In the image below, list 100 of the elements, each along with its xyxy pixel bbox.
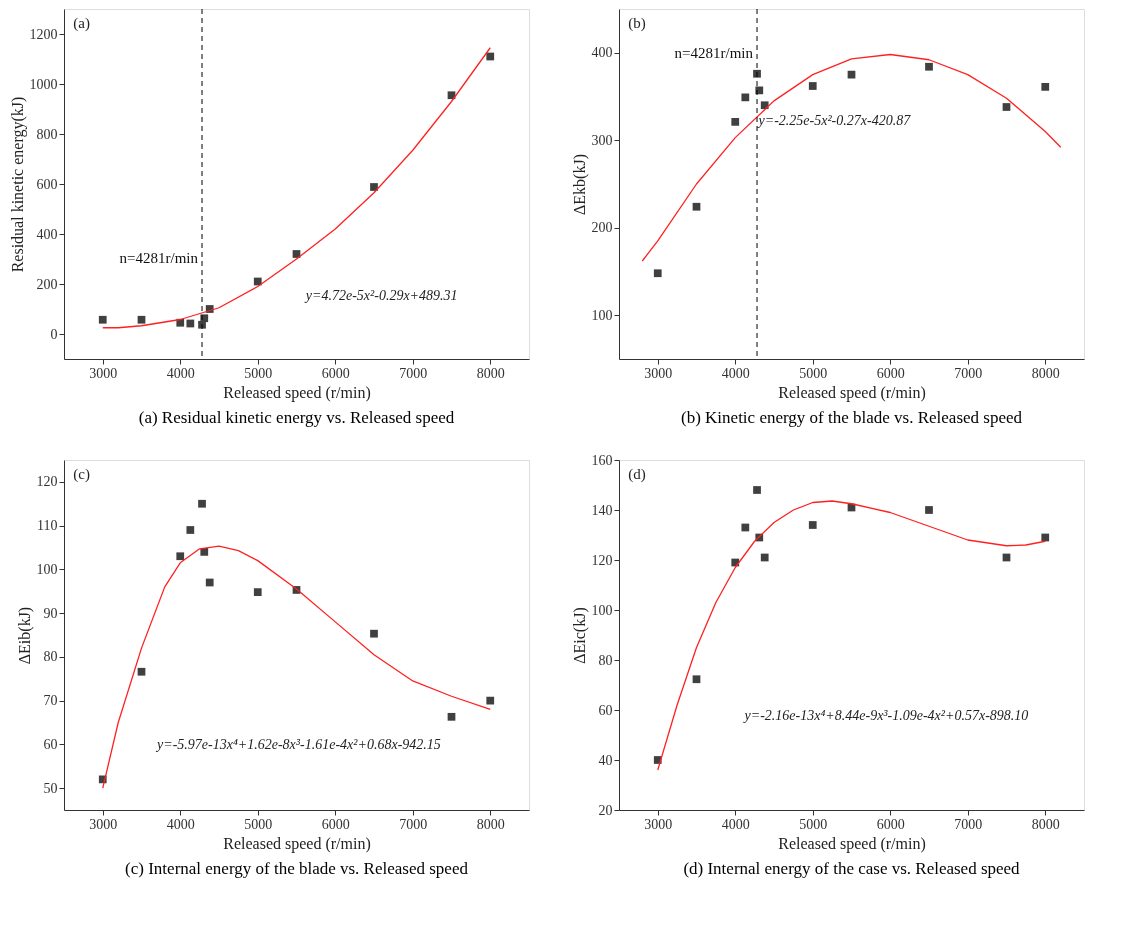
x-tick-label: 7000	[954, 816, 983, 832]
y-tick-label: 1200	[29, 26, 58, 42]
x-tick-label: 8000	[1031, 365, 1060, 381]
y-tick-label: 60	[598, 702, 613, 718]
x-tick-label: 7000	[954, 365, 983, 381]
x-tick-label: 3000	[644, 816, 673, 832]
annotation: (a)	[73, 15, 90, 32]
x-tick-label: 6000	[876, 816, 905, 832]
y-tick-label: 100	[591, 307, 613, 323]
y-tick-label: 110	[37, 518, 58, 534]
point	[753, 486, 761, 494]
y-axis-title: ΔEib(kJ)	[15, 606, 34, 665]
x-tick-label: 5000	[244, 816, 273, 832]
y-tick-label: 100	[36, 561, 58, 577]
annotation: (c)	[73, 466, 90, 483]
x-tick-label: 4000	[166, 365, 195, 381]
point	[808, 82, 817, 90]
y-tick-label: 300	[591, 132, 613, 148]
x-tick-label: 6000	[321, 365, 350, 381]
x-tick-label: 4000	[166, 816, 195, 832]
text: (b) Kinetic energy of the blade vs. Released speed	[681, 408, 1023, 427]
point	[198, 499, 206, 508]
x-tick-label: 4000	[721, 816, 750, 832]
point	[137, 315, 146, 324]
y-tick-label: 400	[591, 45, 613, 61]
point	[808, 521, 817, 529]
y-tick-label: 120	[591, 552, 613, 568]
point	[447, 712, 456, 721]
y-tick-label: 20	[598, 802, 613, 818]
text: (d) Internal energy of the case vs. Released speed	[683, 859, 1021, 878]
text: (a) Residual kinetic energy vs. Released speed	[138, 408, 455, 427]
point	[760, 553, 769, 562]
x-tick-label: 7000	[399, 365, 428, 381]
x-axis-title: Released speed (r/min)	[223, 383, 371, 402]
x-tick-label: 5000	[244, 365, 273, 381]
point	[370, 629, 378, 638]
y-tick-label: 120	[36, 474, 58, 490]
point	[1041, 533, 1050, 542]
y-tick-label: 90	[43, 605, 58, 621]
annotation: y=-2.25e-5x²-0.27x-420.87	[756, 113, 912, 128]
line-series	[102, 545, 491, 789]
y-tick-label: 80	[598, 652, 613, 668]
y-tick-label: 60	[43, 736, 58, 752]
x-axis-title: Released speed (r/min)	[223, 834, 371, 853]
point	[486, 696, 495, 705]
y-tick-label: 200	[36, 276, 58, 292]
y-tick-label: 80	[43, 649, 58, 665]
x-tick-label: 8000	[476, 365, 505, 381]
annotation: (d)	[628, 466, 646, 483]
point	[1002, 103, 1011, 111]
point	[186, 319, 195, 328]
point	[486, 52, 495, 61]
y-axis-title: ΔEkb(kJ)	[570, 154, 589, 215]
x-axis-title: Released speed (r/min)	[778, 834, 926, 853]
point	[176, 552, 185, 561]
point	[205, 578, 214, 587]
x-tick-label: 6000	[321, 816, 350, 832]
y-tick-label: 1000	[29, 76, 58, 92]
point	[98, 315, 107, 324]
y-axis-title: ΔEic(kJ)	[570, 607, 589, 664]
point	[370, 183, 378, 191]
line-series	[102, 47, 491, 329]
point	[1041, 83, 1050, 91]
y-tick-label: 0	[50, 326, 58, 342]
x-tick-label: 4000	[721, 365, 750, 381]
point	[186, 526, 195, 534]
ref-line-label: n=4281r/min	[119, 249, 199, 266]
y-tick-label: 140	[591, 502, 613, 518]
x-tick-label: 3000	[644, 365, 673, 381]
annotation: y=-5.97e-13x⁴+1.62e-8x³-1.61e-4x²+0.68x-942.15	[155, 737, 441, 753]
point	[653, 269, 662, 278]
point	[731, 118, 740, 126]
x-axis-title: Released speed (r/min)	[778, 383, 926, 402]
annotation: (b)	[628, 15, 646, 32]
point	[692, 202, 701, 211]
y-tick-label: 70	[43, 693, 58, 709]
point	[692, 675, 701, 684]
annotation: y=-2.16e-13x⁴+8.44e-9x³-1.09e-4x²+0.57x-898.10	[742, 707, 1029, 723]
y-axis-title: Residual kinetic energy(kJ)	[8, 96, 27, 273]
x-tick-label: 5000	[799, 365, 828, 381]
y-tick-label: 600	[36, 176, 58, 192]
x-tick-label: 5000	[799, 816, 828, 832]
x-tick-label: 3000	[89, 365, 118, 381]
y-tick-label: 800	[36, 126, 58, 142]
y-tick-label: 200	[591, 220, 613, 236]
x-tick-label: 8000	[1031, 816, 1060, 832]
point	[925, 506, 933, 514]
x-tick-label: 8000	[476, 816, 505, 832]
x-tick-label: 3000	[89, 816, 118, 832]
x-tick-label: 6000	[876, 365, 905, 381]
annotation: y=4.72e-5x²-0.29x+489.31	[303, 288, 458, 303]
y-tick-label: 400	[36, 226, 58, 242]
point	[925, 62, 933, 71]
point	[741, 93, 750, 102]
y-tick-label: 100	[591, 602, 613, 618]
y-tick-label: 40	[598, 752, 613, 768]
point	[253, 588, 262, 596]
text: (c) Internal energy of the blade vs. Released speed	[125, 859, 469, 878]
y-tick-label: 50	[43, 780, 58, 796]
x-tick-label: 7000	[399, 816, 428, 832]
